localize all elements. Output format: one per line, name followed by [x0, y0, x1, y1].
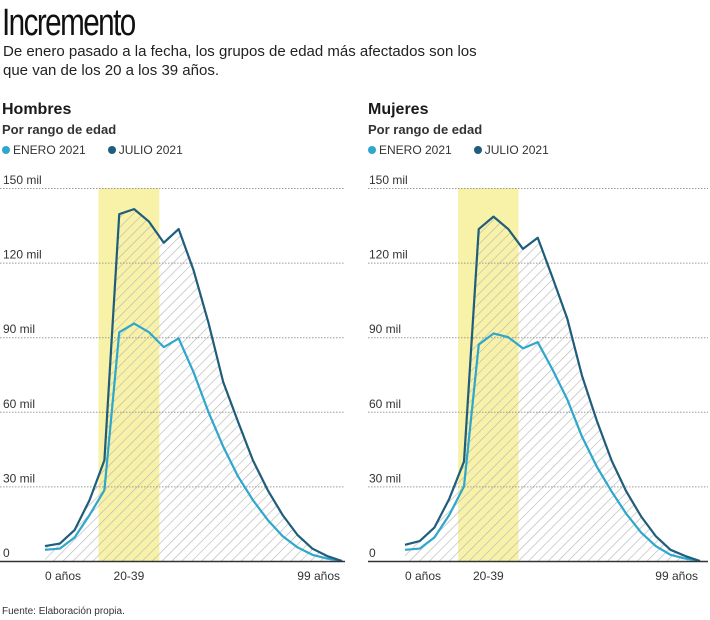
legend-item-enero: ENERO 2021	[368, 142, 452, 158]
page-title: Incremento	[2, 2, 136, 44]
x-tick-label: 20-39	[473, 569, 504, 583]
y-tick-label: 0	[369, 546, 376, 560]
source-note: Fuente: Elaboración propia.	[2, 606, 125, 617]
y-tick-label: 120 mil	[3, 248, 42, 262]
legend-hombres: ENERO 2021 JULIO 2021	[2, 142, 183, 158]
y-tick-label: 30 mil	[3, 471, 35, 485]
chart-subtitle-hombres: Por rango de edad	[2, 122, 117, 137]
legend-dot-julio-icon	[473, 146, 482, 154]
legend-dot-julio-icon	[107, 146, 116, 154]
y-tick-label: 150 mil	[369, 173, 408, 187]
x-tick-label: 20-39	[114, 569, 145, 583]
x-tick-label: 99 años	[297, 569, 340, 583]
chart-title-mujeres: Mujeres	[368, 101, 429, 118]
legend-label-enero: ENERO 2021	[379, 143, 452, 157]
legend-dot-enero-icon	[2, 146, 10, 154]
legend-label-julio: JULIO 2021	[484, 143, 549, 157]
y-tick-label: 120 mil	[369, 248, 408, 262]
y-tick-label: 90 mil	[369, 322, 401, 336]
y-tick-label: 90 mil	[3, 322, 35, 336]
hatched-area	[45, 209, 342, 562]
hatched-area	[405, 216, 700, 561]
y-tick-label: 0	[3, 546, 10, 560]
panel-header-hombres: Hombres Por rango de edad ENERO 2021 JUL…	[2, 100, 183, 158]
x-tick-label: 0 años	[405, 569, 441, 583]
chart-subtitle-mujeres: Por rango de edad	[368, 122, 483, 137]
legend-mujeres: ENERO 2021 JULIO 2021	[368, 142, 549, 158]
chart-hombres: 0 30 mil 60 mil 90 mil 120 mil 150 mil 0 años 2…	[0, 173, 345, 583]
x-tick-label: 0 años	[45, 569, 81, 583]
legend-item-julio: JULIO 2021	[473, 142, 549, 158]
legend-label-enero: ENERO 2021	[13, 143, 86, 157]
y-tick-label: 150 mil	[3, 173, 42, 187]
legend-item-enero: ENERO 2021	[2, 142, 86, 158]
panel-header-mujeres: Mujeres Por rango de edad ENERO 2021 JUL…	[368, 100, 549, 158]
y-tick-label: 60 mil	[3, 397, 35, 411]
legend-item-julio: JULIO 2021	[107, 142, 183, 158]
y-tick-label: 60 mil	[369, 397, 401, 411]
chart-mujeres: 0 30 mil 60 mil 90 mil 120 mil 150 mil 0 años 2…	[368, 173, 708, 583]
page-subtitle: De enero pasado a la fecha, los grupos d…	[3, 43, 477, 79]
legend-dot-enero-icon	[368, 146, 376, 154]
chart-title-hombres: Hombres	[2, 101, 72, 118]
legend-label-julio: JULIO 2021	[118, 143, 183, 157]
y-tick-label: 30 mil	[369, 471, 401, 485]
x-tick-label: 99 años	[655, 569, 698, 583]
